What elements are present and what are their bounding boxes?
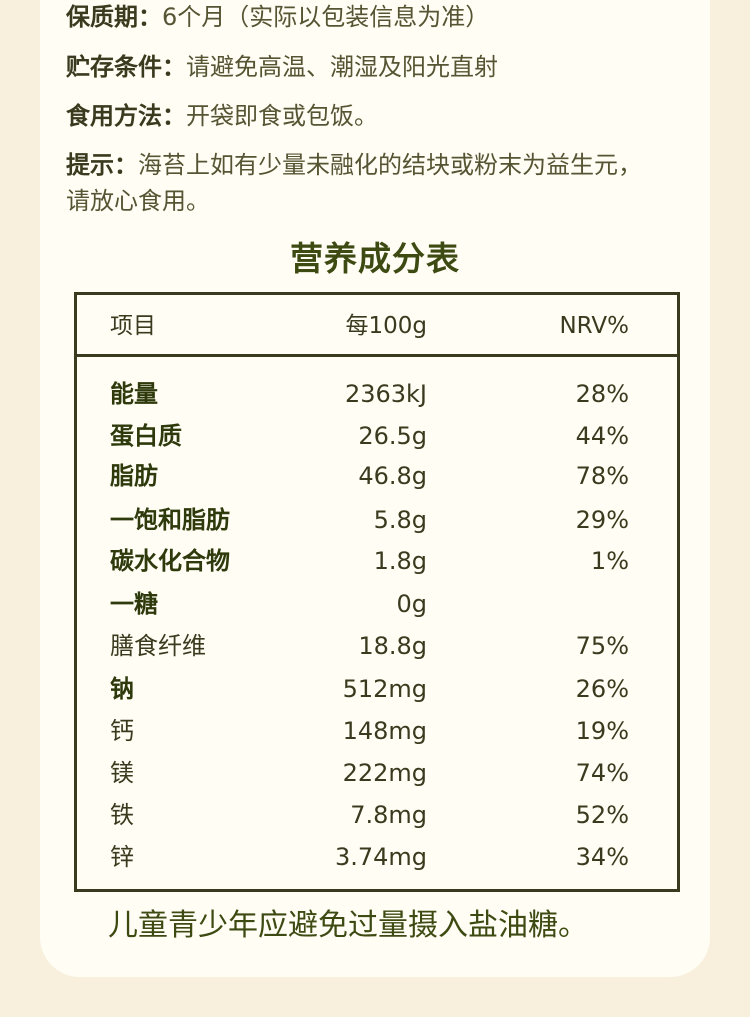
nutrient-per-100g: 5.8g: [373, 506, 427, 534]
nutrient-name: 钙: [110, 717, 134, 745]
table-row: 一糖 0g: [77, 584, 677, 626]
nutrient-name: 镁: [110, 759, 134, 787]
table-row: 膳食纤维 18.8g 75%: [77, 626, 677, 668]
health-advice-text: 儿童青少年应避免过量摄入盐油糖。: [108, 908, 588, 943]
nutrient-nrv: 75%: [575, 632, 629, 660]
nutrient-name: 一饱和脂肪: [110, 506, 230, 534]
nutrient-per-100g: 1.8g: [373, 547, 427, 575]
shelf-life-line: 保质期：6个月（实际以包装信息为准）: [66, 2, 489, 32]
tip-value-line2: 请放心食用。: [66, 187, 210, 215]
nutrient-name: 蛋白质: [110, 422, 182, 450]
table-row: 脂肪 46.8g 78%: [77, 456, 677, 498]
header-nrv: NRV%: [559, 313, 629, 339]
table-row: 镁 222mg 74%: [77, 753, 677, 795]
nutrient-nrv: 29%: [575, 506, 629, 534]
nutrient-nrv: 34%: [575, 843, 629, 871]
storage-label: 贮存条件：: [66, 53, 186, 81]
nutrition-table-header: 项目 每100g NRV%: [77, 295, 677, 357]
nutrient-per-100g: 7.8mg: [350, 801, 427, 829]
tip-label: 提示：: [66, 151, 138, 179]
table-row: 能量 2363kJ 28%: [77, 374, 677, 416]
storage-line: 贮存条件：请避免高温、潮湿及阳光直射: [66, 52, 498, 82]
nutrient-per-100g: 2363kJ: [344, 380, 427, 408]
table-row: 钠 512mg 26%: [77, 669, 677, 711]
nutrient-nrv: 1%: [590, 547, 629, 575]
usage-line: 食用方法：开袋即食或包饭。: [66, 101, 378, 131]
nutrient-name: 膳食纤维: [110, 632, 206, 660]
nutrient-nrv: 26%: [575, 675, 629, 703]
nutrient-nrv: 19%: [575, 717, 629, 745]
nutrient-per-100g: 3.74mg: [334, 843, 427, 871]
nutrient-name: 锌: [110, 843, 134, 871]
table-row: 一饱和脂肪 5.8g 29%: [77, 500, 677, 542]
table-row: 蛋白质 26.5g 44%: [77, 416, 677, 458]
nutrient-per-100g: 18.8g: [358, 632, 427, 660]
nutrient-name: 脂肪: [110, 462, 158, 490]
nutrient-name: 碳水化合物: [110, 547, 230, 575]
nutrient-name: 能量: [110, 380, 158, 408]
nutrient-per-100g: 148mg: [342, 717, 427, 745]
nutrition-table: 项目 每100g NRV% 能量 2363kJ 28% 蛋白质 26.5g 44% 脂肪 46…: [74, 292, 680, 892]
storage-value: 请避免高温、潮湿及阳光直射: [186, 53, 498, 81]
shelf-life-value: 6个月（实际以包装信息为准）: [162, 3, 490, 31]
tip-value-line1: 海苔上如有少量未融化的结块或粉末为益生元，: [138, 151, 642, 179]
header-item: 项目: [110, 313, 156, 339]
nutrient-per-100g: 0g: [396, 590, 427, 618]
nutrient-per-100g: 512mg: [342, 675, 427, 703]
nutrient-nrv: 44%: [575, 422, 629, 450]
nutrient-nrv: 78%: [575, 462, 629, 490]
tip-line: 提示：海苔上如有少量未融化的结块或粉末为益生元，: [66, 150, 642, 180]
table-row: 铁 7.8mg 52%: [77, 795, 677, 837]
nutrient-name: 一糖: [110, 590, 158, 618]
shelf-life-label: 保质期：: [66, 3, 162, 31]
nutrient-nrv: 74%: [575, 759, 629, 787]
table-row: 碳水化合物 1.8g 1%: [77, 541, 677, 583]
nutrient-per-100g: 26.5g: [358, 422, 427, 450]
nutrient-per-100g: 222mg: [342, 759, 427, 787]
nutrition-table-title: 营养成分表: [290, 239, 460, 278]
table-row: 锌 3.74mg 34%: [77, 837, 677, 879]
nutrient-nrv: 28%: [575, 380, 629, 408]
nutrient-per-100g: 46.8g: [358, 462, 427, 490]
table-row: 钙 148mg 19%: [77, 711, 677, 753]
usage-label: 食用方法：: [66, 102, 186, 130]
nutrient-name: 铁: [110, 801, 134, 829]
header-per-100g: 每100g: [345, 313, 428, 339]
nutrient-nrv: 52%: [575, 801, 629, 829]
usage-value: 开袋即食或包饭。: [186, 102, 378, 130]
nutrient-name: 钠: [110, 675, 134, 703]
